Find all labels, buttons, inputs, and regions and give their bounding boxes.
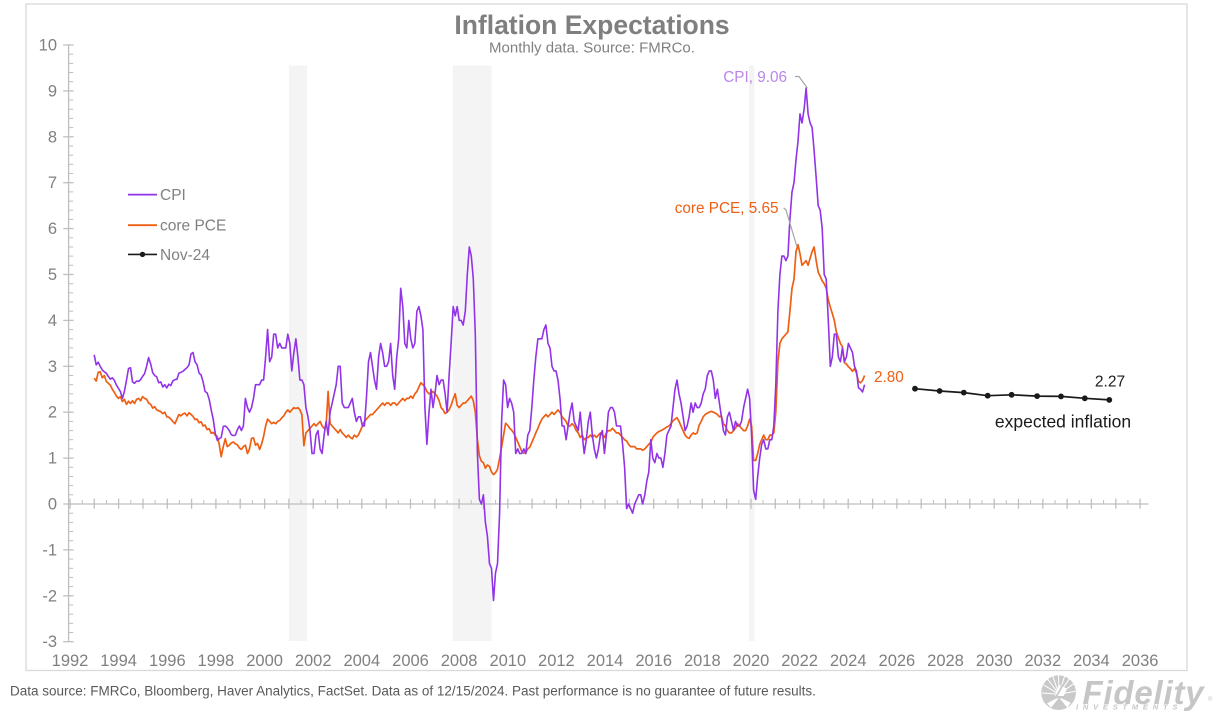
svg-text:Fidelity: Fidelity	[1083, 674, 1206, 711]
svg-text:3: 3	[48, 358, 57, 376]
svg-text:2000: 2000	[246, 652, 283, 670]
svg-text:expected inflation: expected inflation	[995, 412, 1131, 432]
svg-text:2036: 2036	[1122, 652, 1159, 670]
svg-text:®: ®	[1208, 696, 1213, 703]
svg-text:1994: 1994	[100, 652, 137, 670]
svg-text:2014: 2014	[587, 652, 624, 670]
svg-text:-1: -1	[42, 541, 57, 559]
svg-text:2: 2	[48, 404, 57, 422]
svg-text:2012: 2012	[538, 652, 575, 670]
svg-text:2008: 2008	[441, 652, 478, 670]
svg-text:2024: 2024	[830, 652, 867, 670]
svg-text:-3: -3	[42, 633, 57, 651]
svg-text:4: 4	[48, 312, 57, 330]
svg-text:core PCE: core PCE	[160, 218, 226, 235]
svg-text:2006: 2006	[392, 652, 429, 670]
svg-text:2028: 2028	[927, 652, 964, 670]
svg-text:2034: 2034	[1073, 652, 1110, 670]
svg-text:Nov-24: Nov-24	[160, 247, 210, 264]
svg-text:CPI, 9.06: CPI, 9.06	[723, 69, 787, 86]
svg-text:Monthly data. Source: FMRCo.: Monthly data. Source: FMRCo.	[489, 40, 695, 57]
svg-text:1: 1	[48, 450, 57, 468]
svg-text:2004: 2004	[343, 652, 380, 670]
svg-text:-2: -2	[42, 587, 57, 605]
svg-text:2032: 2032	[1024, 652, 1061, 670]
svg-text:9: 9	[48, 82, 57, 100]
svg-text:1992: 1992	[52, 652, 89, 670]
svg-text:2.27: 2.27	[1095, 374, 1125, 391]
svg-text:INVESTMENTS: INVESTMENTS	[1076, 702, 1182, 711]
svg-text:2.80: 2.80	[874, 369, 904, 386]
svg-text:2002: 2002	[295, 652, 332, 670]
svg-text:5: 5	[48, 266, 57, 284]
svg-text:2026: 2026	[879, 652, 916, 670]
svg-text:2022: 2022	[781, 652, 818, 670]
svg-text:2020: 2020	[733, 652, 770, 670]
svg-text:2010: 2010	[489, 652, 526, 670]
svg-text:10: 10	[39, 37, 57, 55]
svg-text:2030: 2030	[976, 652, 1013, 670]
svg-text:7: 7	[48, 174, 57, 192]
svg-text:2018: 2018	[684, 652, 721, 670]
svg-text:1996: 1996	[149, 652, 186, 670]
svg-text:6: 6	[48, 220, 57, 238]
svg-text:1998: 1998	[198, 652, 235, 670]
svg-text:Inflation Expectations: Inflation Expectations	[454, 10, 729, 40]
svg-text:Data source: FMRCo, Bloomberg,: Data source: FMRCo, Bloomberg, Haver Ana…	[10, 684, 816, 699]
svg-text:core PCE, 5.65: core PCE, 5.65	[675, 200, 779, 217]
svg-text:0: 0	[48, 496, 57, 514]
svg-text:2016: 2016	[635, 652, 672, 670]
svg-text:8: 8	[48, 128, 57, 146]
svg-text:CPI: CPI	[160, 187, 186, 204]
